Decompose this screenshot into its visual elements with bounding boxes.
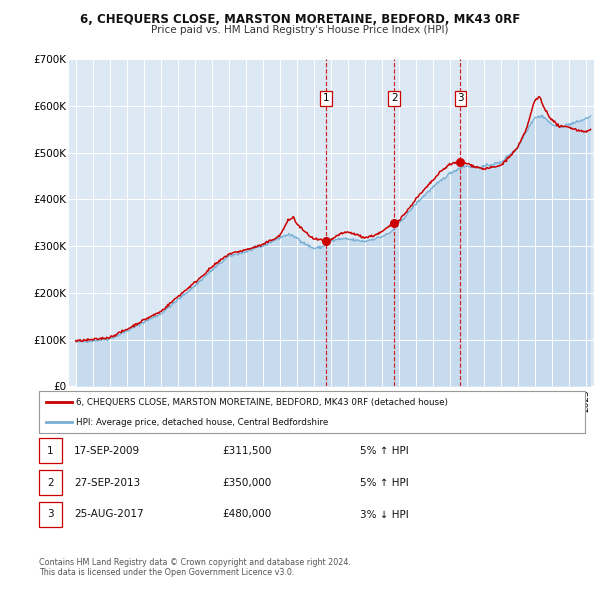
Text: HPI: Average price, detached house, Central Bedfordshire: HPI: Average price, detached house, Cent… xyxy=(76,418,328,427)
Text: 1: 1 xyxy=(322,93,329,103)
Text: Contains HM Land Registry data © Crown copyright and database right 2024.
This d: Contains HM Land Registry data © Crown c… xyxy=(39,558,351,577)
Text: 27-SEP-2013: 27-SEP-2013 xyxy=(74,478,140,487)
Text: 6, CHEQUERS CLOSE, MARSTON MORETAINE, BEDFORD, MK43 0RF (detached house): 6, CHEQUERS CLOSE, MARSTON MORETAINE, BE… xyxy=(76,398,448,407)
Text: 5% ↑ HPI: 5% ↑ HPI xyxy=(360,478,409,487)
Text: £480,000: £480,000 xyxy=(222,510,271,519)
Text: £350,000: £350,000 xyxy=(222,478,271,487)
Text: 2: 2 xyxy=(391,93,398,103)
Text: 3: 3 xyxy=(47,510,54,519)
Text: 25-AUG-2017: 25-AUG-2017 xyxy=(74,510,143,519)
Text: 3% ↓ HPI: 3% ↓ HPI xyxy=(360,510,409,519)
Text: Price paid vs. HM Land Registry's House Price Index (HPI): Price paid vs. HM Land Registry's House … xyxy=(151,25,449,35)
Text: £311,500: £311,500 xyxy=(222,446,271,455)
Text: 6, CHEQUERS CLOSE, MARSTON MORETAINE, BEDFORD, MK43 0RF: 6, CHEQUERS CLOSE, MARSTON MORETAINE, BE… xyxy=(80,13,520,26)
Text: 2: 2 xyxy=(47,478,54,487)
Text: 1: 1 xyxy=(47,446,54,455)
Text: 5% ↑ HPI: 5% ↑ HPI xyxy=(360,446,409,455)
Text: 17-SEP-2009: 17-SEP-2009 xyxy=(74,446,140,455)
Text: 3: 3 xyxy=(457,93,464,103)
